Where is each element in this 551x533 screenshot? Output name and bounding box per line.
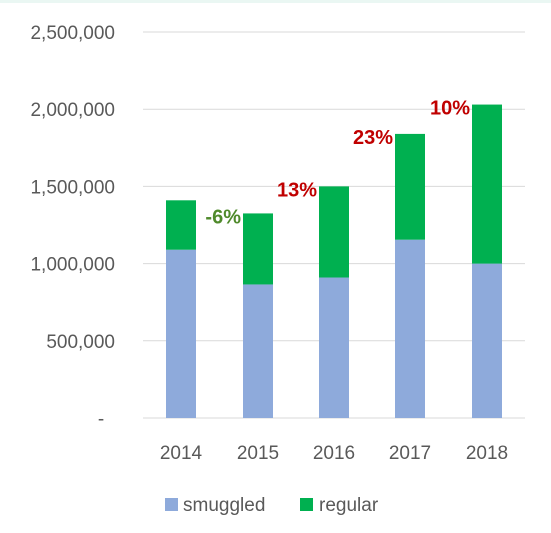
x-tick-label: 2015	[237, 443, 279, 464]
legend-swatch-regular	[300, 498, 313, 511]
legend-label-regular: regular	[319, 495, 379, 516]
y-tick-label: 1,500,000	[30, 177, 115, 198]
y-tick-label: -	[98, 409, 104, 430]
x-tick-label: 2016	[313, 443, 355, 464]
y-tick-label: 2,500,000	[30, 23, 115, 44]
y-tick-label: 2,000,000	[30, 100, 115, 121]
bar-smuggled-2018	[472, 263, 502, 418]
bars	[166, 104, 502, 418]
x-tick-label: 2014	[160, 443, 203, 464]
x-tick-label: 2018	[466, 443, 508, 464]
bar-regular-2014	[166, 200, 196, 250]
x-axis-labels: 2014 2015 2016 2017 2018	[160, 443, 508, 464]
bar-smuggled-2016	[319, 277, 349, 418]
bar-smuggled-2017	[395, 239, 425, 418]
growth-annotation-2018: 10%	[430, 98, 470, 120]
bar-smuggled-2015	[243, 284, 273, 418]
bar-regular-2016	[319, 186, 349, 278]
legend-label-smuggled: smuggled	[183, 495, 265, 516]
y-tick-label: 500,000	[46, 332, 115, 353]
bar-regular-2018	[472, 104, 502, 264]
legend-swatch-smuggled	[165, 498, 178, 511]
stacked-bar-chart: - 500,000 1,000,000 1,500,000 2,000,000 2,500…	[30, 23, 525, 516]
y-axis-ticks: - 500,000 1,000,000 1,500,000 2,000,000 2,500…	[30, 23, 115, 430]
growth-annotation-2015: -6%	[205, 206, 241, 228]
x-tick-label: 2017	[389, 443, 431, 464]
legend: smuggled regular	[165, 495, 379, 516]
growth-annotation-2016: 13%	[277, 179, 317, 201]
bar-regular-2017	[395, 133, 425, 240]
growth-annotation-2017: 23%	[353, 127, 393, 149]
growth-annotations: -6% 13% 23% 10%	[205, 98, 470, 229]
bar-regular-2015	[243, 213, 273, 285]
bar-smuggled-2014	[166, 249, 196, 418]
y-tick-label: 1,000,000	[30, 255, 115, 276]
